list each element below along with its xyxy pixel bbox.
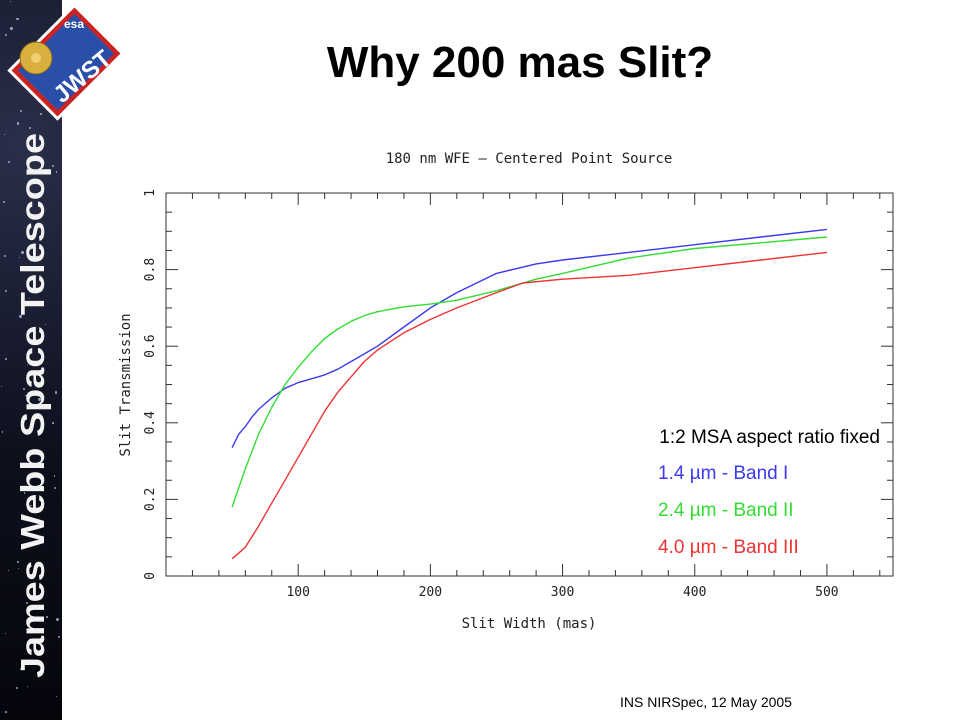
star-dot [26, 601, 29, 604]
star-dot [17, 560, 19, 563]
x-tick-label: 400 [683, 585, 706, 600]
star-dot [26, 686, 28, 688]
series-lines [231, 228, 827, 560]
x-tick-label: 200 [419, 585, 442, 600]
star-dot [16, 686, 19, 690]
transmission-chart: 180 nm WFE – Centered Point Source Slit … [100, 135, 920, 645]
star-dot [10, 26, 13, 30]
star-dot [45, 324, 47, 326]
y-tick-label: 0.8 [143, 258, 158, 281]
sidebar-starfield [0, 0, 62, 720]
star-dot [54, 391, 58, 394]
star-dot [5, 289, 8, 292]
star-dot [29, 504, 32, 507]
star-dot [4, 133, 6, 135]
y-tick-label: 1 [143, 189, 158, 197]
star-dot [42, 500, 44, 503]
star-dot [22, 387, 25, 390]
star-dot [52, 421, 55, 424]
star-dot [4, 357, 7, 361]
chart-title: 180 nm WFE – Centered Point Source [386, 151, 673, 167]
logo-agency: esa [64, 17, 84, 31]
star-dot [8, 160, 11, 164]
y-tick-label: 0.6 [143, 334, 158, 357]
slide-footer: INS NIRSpec, 12 May 2005 [620, 694, 792, 710]
star-dot [20, 667, 23, 671]
star-dot [40, 464, 43, 467]
star-dot [26, 167, 30, 170]
star-dot [38, 595, 42, 599]
star-dot [5, 711, 8, 714]
star-dot [55, 171, 57, 173]
y-tick-label: 0.2 [143, 488, 158, 511]
y-axis-label: Slit Transmission [118, 313, 134, 456]
mirror-icon [19, 41, 53, 75]
y-tick-label: 0.4 [143, 411, 158, 435]
star-dot [3, 200, 6, 203]
star-dot [28, 169, 31, 173]
sidebar-banner: James Webb Space Telescope [0, 0, 62, 720]
star-dot [54, 486, 57, 489]
star-dot [19, 256, 21, 258]
star-dot [38, 192, 41, 195]
legend-entry-2: 2.4 µm - Band II [658, 500, 794, 521]
x-axis-label: Slit Width (mas) [462, 616, 597, 632]
star-dot [26, 189, 29, 192]
sidebar-title: James Webb Space Telescope [14, 133, 51, 678]
star-dot [31, 302, 35, 306]
jwst-logo: esa JWST [0, 0, 140, 130]
star-dot [1, 431, 4, 433]
star-dot [58, 636, 60, 639]
star-dot [29, 126, 32, 129]
star-dot [40, 113, 42, 115]
star-dot [1, 385, 3, 387]
axis-ticks: 100 200 300 400 500 0 0.2 0.4 0.6 0.8 1 [143, 189, 893, 600]
star-dot [17, 567, 20, 570]
star-dot [3, 255, 6, 258]
star-dot [21, 420, 23, 422]
star-dot [7, 569, 10, 572]
series-line-1 [231, 228, 827, 449]
star-dot [45, 616, 48, 618]
star-dot [9, 0, 12, 2]
series-line-2 [231, 236, 827, 508]
x-tick-label: 300 [551, 585, 574, 600]
star-dot [15, 17, 19, 21]
slide-title: Why 200 mas Slit? [326, 38, 714, 87]
legend: 1.4 µm - Band I 2.4 µm - Band II 4.0 µm - … [658, 463, 799, 558]
star-dot [19, 314, 23, 318]
y-tick-label: 0 [143, 572, 158, 580]
star-dot [25, 395, 27, 397]
star-dot [52, 165, 55, 168]
star-dot [53, 475, 56, 477]
star-dot [55, 617, 59, 621]
chart-canvas: 180 nm WFE – Centered Point Source Slit … [118, 151, 894, 632]
legend-entry-1: 1.4 µm - Band I [658, 463, 788, 484]
star-dot [52, 423, 54, 425]
star-dot [28, 297, 30, 299]
star-dot [23, 492, 26, 494]
x-tick-label: 500 [815, 585, 838, 600]
legend-entry-3: 4.0 µm - Band III [658, 537, 799, 558]
x-tick-label: 100 [286, 585, 309, 600]
star-dot [19, 110, 22, 113]
star-dot [38, 398, 41, 401]
chart-annotation: 1:2 MSA aspect ratio fixed [659, 427, 880, 448]
series-line-3 [231, 251, 827, 560]
star-dot [4, 632, 7, 635]
star-dot [5, 34, 8, 37]
star-dot [24, 544, 27, 548]
star-dot [21, 251, 24, 254]
star-dot [16, 122, 20, 125]
star-dot [26, 363, 29, 366]
